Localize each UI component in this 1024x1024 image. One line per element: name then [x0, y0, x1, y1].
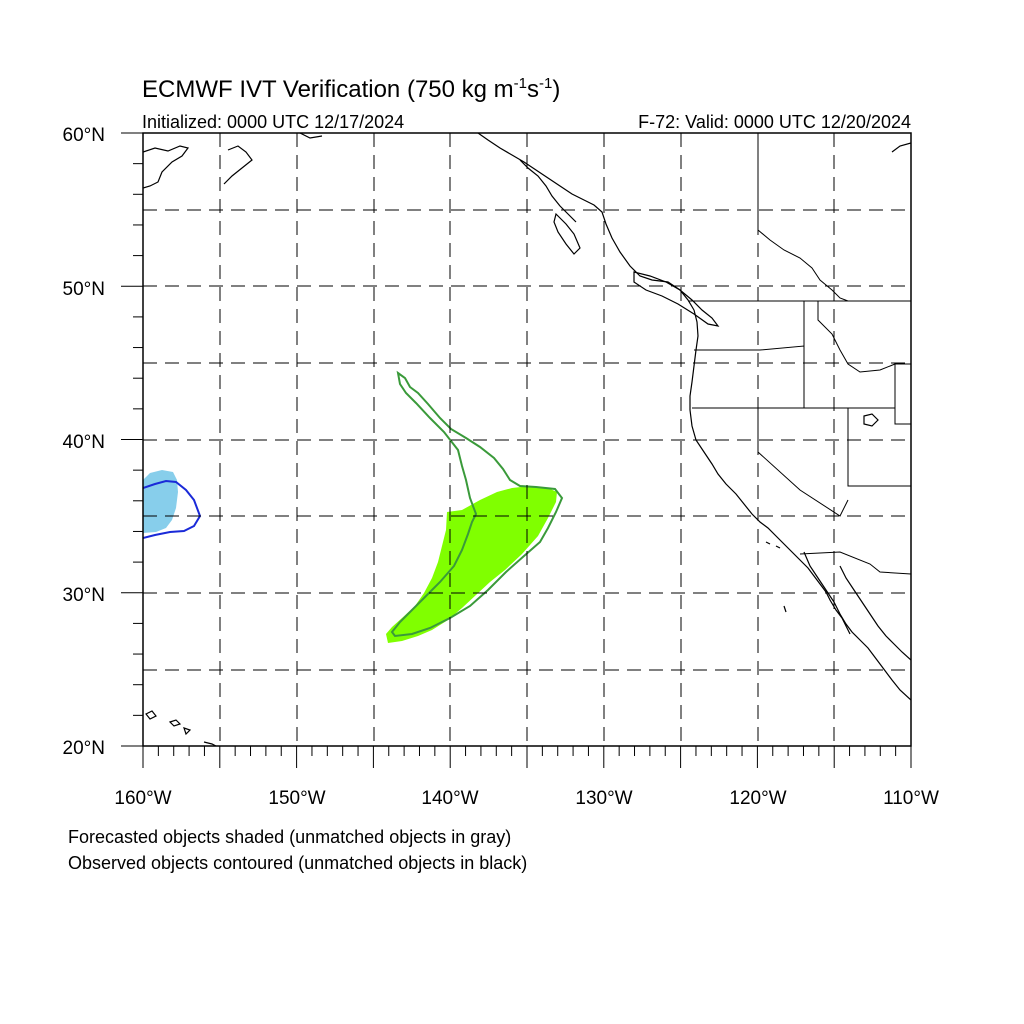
lon-label: 150°W	[268, 788, 325, 809]
lon-label: 110°W	[883, 788, 939, 809]
map-content	[143, 133, 911, 746]
axis-ticks	[121, 132, 912, 768]
lon-label: 160°W	[114, 788, 171, 809]
forecast-object-2	[143, 470, 178, 533]
note-observed: Observed objects contoured (unmatched ob…	[68, 853, 527, 873]
coastlines	[143, 133, 911, 746]
note-forecast: Forecasted objects shaded (unmatched obj…	[68, 827, 511, 847]
figure-title: ECMWF IVT Verification (750 kg m-1s-1)	[142, 75, 560, 103]
lon-label: 130°W	[575, 788, 632, 809]
lat-label: 30°N	[63, 585, 105, 606]
longitude-labels: 160°W 150°W 140°W 130°W 120°W 110°W	[114, 788, 939, 809]
lat-label: 20°N	[63, 738, 105, 759]
valid-label: F-72: Valid: 0000 UTC 12/20/2024	[638, 112, 911, 132]
political-borders	[688, 133, 911, 575]
observed-object-2	[143, 479, 202, 539]
initialized-label: Initialized: 0000 UTC 12/17/2024	[142, 112, 404, 132]
lon-label: 140°W	[421, 788, 478, 809]
lat-label: 40°N	[63, 432, 105, 453]
latitude-labels: 60°N 50°N 40°N 30°N 20°N	[63, 125, 105, 759]
gridlines	[143, 133, 911, 746]
lat-label: 60°N	[63, 125, 105, 146]
lat-label: 50°N	[63, 279, 105, 300]
forecast-object-1	[386, 486, 557, 643]
lon-label: 120°W	[729, 788, 786, 809]
